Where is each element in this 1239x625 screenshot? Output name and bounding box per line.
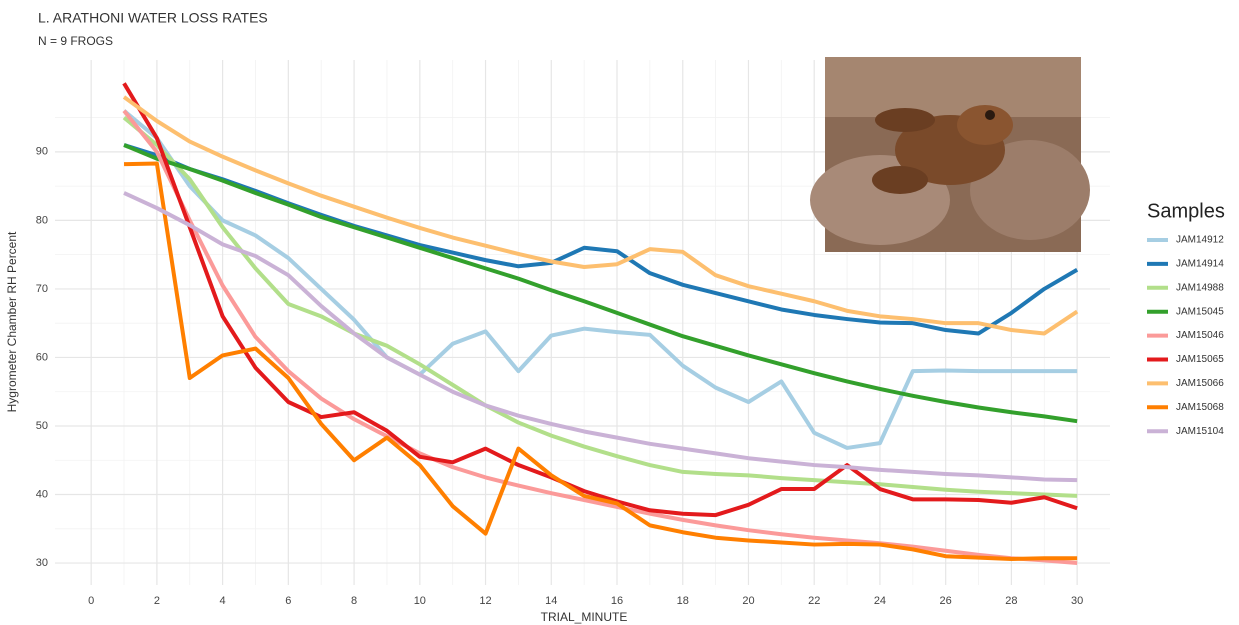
x-tick-label: 12 xyxy=(479,595,491,607)
y-tick-label: 50 xyxy=(36,420,48,432)
series-line xyxy=(123,143,1078,424)
x-tick-label: 24 xyxy=(874,595,886,607)
series-line xyxy=(122,82,1078,518)
legend-label: JAM15066 xyxy=(1176,378,1224,389)
y-tick-label: 60 xyxy=(36,351,48,363)
x-axis-label: TRIAL_MINUTE xyxy=(541,610,628,624)
x-tick-label: 22 xyxy=(808,595,820,607)
title: L. ARATHONI WATER LOSS RATES xyxy=(38,10,268,26)
series-line xyxy=(122,109,1078,566)
series-line xyxy=(122,95,1079,336)
x-tick-label: 20 xyxy=(742,595,754,607)
legend-label: JAM15104 xyxy=(1176,426,1224,437)
x-tick-label: 4 xyxy=(220,595,226,607)
series-line xyxy=(122,116,1078,498)
legend-label: JAM15068 xyxy=(1176,402,1224,413)
x-tick-label: 10 xyxy=(414,595,426,607)
legend-label: JAM15046 xyxy=(1176,330,1224,341)
legend: JAM14912 JAM14914 JAM14988 JAM15045 JAM15046… xyxy=(1147,235,1224,437)
lines xyxy=(122,82,1079,566)
series-line xyxy=(123,191,1078,483)
legend-label: JAM15045 xyxy=(1176,306,1224,317)
x-tick-label: 6 xyxy=(285,595,291,607)
x-tick-label: 30 xyxy=(1071,595,1083,607)
series-line xyxy=(123,161,1078,561)
legend-title: Samples xyxy=(1147,200,1225,222)
legend-label: JAM14912 xyxy=(1176,235,1224,246)
y-tick-label: 30 xyxy=(36,557,48,569)
y-tick-label: 80 xyxy=(36,214,48,226)
y-tick-label: 90 xyxy=(36,146,48,158)
legend-label: JAM14988 xyxy=(1176,282,1224,293)
x-tick-label: 2 xyxy=(154,595,160,607)
x-tick-label: 18 xyxy=(677,595,689,607)
x-tick-label: 16 xyxy=(611,595,623,607)
legend-label: JAM15065 xyxy=(1176,354,1224,365)
x-tick-label: 26 xyxy=(940,595,952,607)
y-tick-label: 70 xyxy=(36,283,48,295)
x-tick-label: 14 xyxy=(545,595,557,607)
frog-photo xyxy=(810,57,1090,252)
series-line xyxy=(122,109,1078,450)
x-tick-label: 8 xyxy=(351,595,357,607)
y-tick-label: 40 xyxy=(36,488,48,500)
y-axis-label: Hygrometer Chamber RH Percent xyxy=(5,231,19,412)
x-tick-label: 28 xyxy=(1005,595,1017,607)
subtitle: N = 9 FROGS xyxy=(38,34,113,48)
x-tick-label: 0 xyxy=(88,595,94,607)
legend-label: JAM14914 xyxy=(1176,259,1224,270)
